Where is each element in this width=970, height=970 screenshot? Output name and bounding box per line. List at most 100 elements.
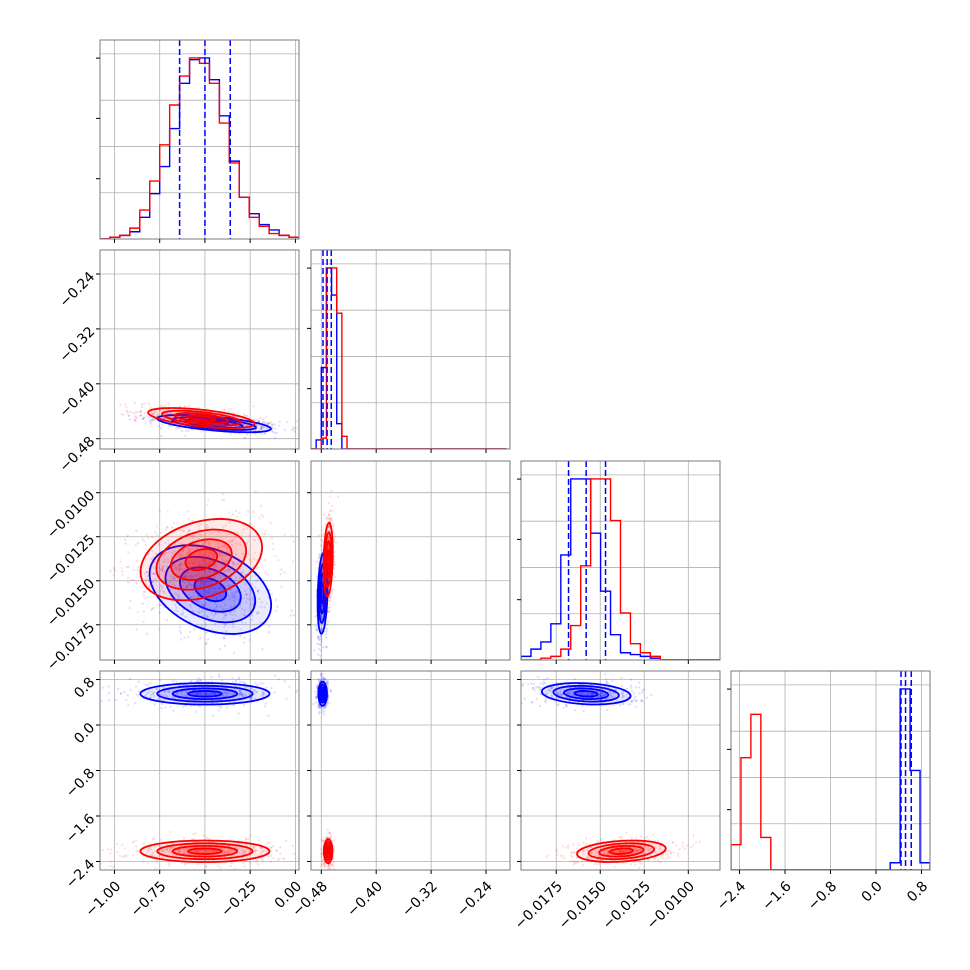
- sample-point: [612, 692, 616, 695]
- sample-point: [224, 570, 227, 573]
- sample-point: [329, 835, 332, 839]
- sample-point: [181, 611, 185, 614]
- sample-point: [249, 834, 252, 837]
- sample-point: [199, 551, 202, 555]
- sample-point: [241, 851, 245, 854]
- sample-point: [233, 419, 236, 422]
- density-contour-red: [170, 538, 233, 581]
- sample-point: [192, 591, 195, 594]
- sample-point: [202, 589, 206, 592]
- sample-point: [148, 696, 152, 699]
- sample-point: [641, 691, 644, 694]
- sample-point: [271, 423, 275, 427]
- sample-point: [169, 580, 172, 584]
- sample-point: [329, 867, 332, 870]
- sample-point: [320, 616, 324, 619]
- sample-point: [226, 584, 230, 587]
- sample-point: [599, 695, 603, 698]
- sample-point: [206, 591, 209, 594]
- sample-point: [200, 563, 204, 566]
- sample-point: [189, 583, 192, 586]
- sample-point: [283, 680, 286, 683]
- sample-point: [210, 676, 213, 679]
- sample-point: [151, 580, 154, 583]
- sample-point: [220, 553, 224, 556]
- sample-point: [559, 693, 562, 697]
- sample-point: [190, 595, 193, 598]
- sample-point: [557, 702, 560, 706]
- sample-point: [107, 691, 111, 695]
- sample-point: [134, 415, 137, 418]
- sample-point: [325, 517, 328, 520]
- sample-point: [551, 687, 554, 690]
- sample-point: [315, 628, 318, 631]
- sample-point: [147, 537, 150, 540]
- sample-point: [165, 525, 168, 528]
- sample-point: [240, 693, 243, 696]
- sample-point: [212, 555, 216, 559]
- sample-point: [255, 558, 258, 562]
- sample-point: [174, 584, 177, 588]
- sample-point: [183, 636, 186, 639]
- sample-point: [163, 690, 166, 693]
- sample-point: [208, 563, 211, 566]
- sample-point: [278, 420, 281, 423]
- density-contour-blue: [148, 544, 273, 635]
- sample-point: [323, 865, 326, 869]
- sample-point: [212, 850, 215, 853]
- sample-point: [566, 692, 570, 695]
- sample-point: [227, 410, 231, 414]
- sample-point: [611, 679, 614, 682]
- sample-point: [579, 692, 583, 696]
- sample-point: [248, 860, 251, 864]
- sample-point: [167, 550, 171, 554]
- sample-point: [326, 515, 330, 518]
- sample-point: [155, 410, 158, 414]
- sample-point: [544, 681, 547, 685]
- sample-point: [150, 422, 153, 426]
- sample-point: [183, 849, 186, 852]
- sample-point: [321, 706, 324, 709]
- sample-point: [136, 693, 139, 697]
- sample-point: [207, 563, 210, 567]
- sample-point: [198, 691, 202, 695]
- sample-point: [186, 586, 189, 589]
- sample-point: [206, 503, 209, 507]
- sample-point: [184, 429, 188, 432]
- sample-point: [329, 593, 333, 597]
- sample-point: [144, 579, 147, 583]
- sample-point: [264, 432, 267, 435]
- pair-content: [109, 489, 296, 655]
- sample-point: [220, 418, 223, 422]
- sample-point: [153, 410, 156, 413]
- sample-point: [211, 714, 215, 717]
- sample-point: [255, 419, 258, 422]
- sample-point: [172, 680, 176, 683]
- sample-point: [245, 433, 249, 436]
- sample-point: [257, 419, 260, 422]
- sample-point: [192, 544, 195, 547]
- sample-point: [254, 428, 257, 431]
- sample-point: [178, 552, 181, 555]
- sample-point: [178, 426, 181, 430]
- sample-point: [327, 546, 330, 549]
- sample-point: [539, 692, 542, 695]
- sample-point: [188, 550, 191, 554]
- sample-point: [260, 426, 263, 429]
- sample-point: [275, 849, 278, 852]
- sample-point: [220, 552, 223, 555]
- sample-point: [215, 419, 218, 423]
- sample-point: [206, 580, 209, 584]
- sample-point: [230, 861, 233, 864]
- sample-point: [220, 584, 224, 588]
- sample-point: [240, 429, 243, 432]
- sample-point: [603, 693, 606, 696]
- sample-point: [292, 427, 295, 430]
- sample-point: [220, 560, 223, 564]
- sample-point: [220, 678, 224, 682]
- sample-point: [214, 606, 218, 609]
- sample-point: [250, 618, 253, 622]
- sample-point: [220, 847, 224, 851]
- sample-point: [227, 569, 231, 573]
- sample-point: [155, 687, 158, 691]
